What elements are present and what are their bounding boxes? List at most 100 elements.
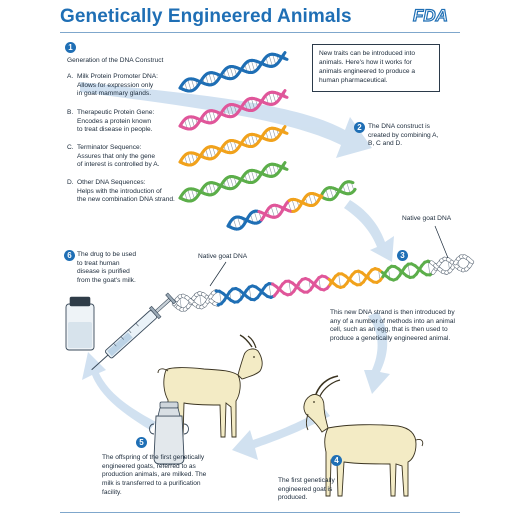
step-1-badge: 1: [65, 42, 76, 53]
component-a-desc-1: Allows for expression only: [77, 81, 154, 89]
step-2-text: The DNA construct is created by combinin…: [368, 123, 439, 148]
helix-strand: [466, 257, 474, 264]
component-c: C. Terminator Sequence: Assures that only…: [67, 144, 187, 170]
helix-rung: [272, 92, 277, 103]
step-3-badge: 3: [397, 250, 408, 261]
milk-can-icon: [149, 401, 189, 465]
flow-arrow-icon: [82, 352, 156, 430]
helix-rung: [208, 72, 213, 85]
pointer-line: [434, 225, 449, 259]
flow-arrow-icon: [232, 408, 330, 460]
helix-rung: [237, 216, 242, 228]
goat-icon: [157, 334, 263, 438]
vial-icon: [65, 296, 95, 351]
component-a-desc-2: in goat mammary glands.: [77, 90, 152, 98]
helix-rung: [205, 112, 209, 123]
helix-rung: [191, 188, 195, 200]
helix-rung: [229, 66, 234, 79]
helix-rung: [268, 92, 273, 105]
helix-rung: [270, 206, 275, 218]
helix-rung: [247, 171, 252, 183]
bottom-divider: [60, 512, 460, 513]
dna-helix-icon: [178, 89, 289, 131]
flow-arrow-icon: [80, 82, 372, 158]
helix-strand: [282, 125, 287, 130]
pointer-line: [209, 261, 227, 287]
helix-rung: [233, 218, 237, 230]
helix-rung: [268, 164, 273, 177]
component-b-name: Therapeutic Protein Gene:: [77, 109, 155, 116]
native-goat-dna-right-label: Native goat DNA: [402, 215, 452, 222]
component-d-desc-1: Helps with the introduction of: [77, 187, 162, 195]
component-a: A. Milk Protein Promoter DNA: Allows for …: [67, 73, 187, 99]
component-b-letter: B.: [67, 109, 74, 116]
helix-rung: [251, 134, 255, 146]
helix-rung: [248, 287, 252, 300]
helix-rung: [407, 264, 411, 278]
helix-strand: [282, 161, 287, 166]
helix-rung: [268, 128, 273, 141]
helix-rung: [288, 281, 292, 295]
helix-rung: [229, 104, 234, 117]
component-a-letter: A.: [67, 73, 74, 80]
helix-rung: [329, 187, 334, 199]
helix-rung: [272, 54, 277, 65]
helix-rung: [358, 271, 361, 285]
helix-rung: [212, 146, 216, 157]
helix-rung: [325, 189, 330, 200]
flow-arrow-icon: [364, 312, 390, 394]
helix-rung: [226, 68, 231, 79]
helix-strand: [352, 187, 357, 193]
helix-rung: [212, 72, 216, 83]
helix-strand: [349, 180, 355, 185]
component-c-desc-2: of interest is controlled by A.: [77, 161, 160, 169]
helix-rung: [208, 182, 213, 195]
component-c-name: Terminator Sequence:: [77, 144, 142, 151]
dna-helix-icon: [172, 254, 474, 312]
component-b-desc-1: Encodes a protein known: [77, 117, 152, 125]
helix-rung: [268, 283, 272, 298]
helix-rung: [187, 189, 192, 201]
component-d-letter: D.: [67, 179, 74, 186]
helix-rung: [275, 205, 279, 216]
helix-strand: [284, 57, 289, 61]
helix-rung: [226, 142, 231, 153]
component-c-letter: C.: [67, 144, 74, 151]
helix-rung: [247, 99, 252, 111]
helix-strand: [284, 167, 289, 171]
syringe-icon: [91, 292, 177, 371]
helix-rung: [251, 98, 255, 110]
helix-rung: [212, 110, 216, 121]
helix-rung: [272, 164, 277, 175]
helix-rung: [199, 293, 202, 308]
native-goat-dna-left-label: Native goat DNA: [198, 253, 248, 260]
component-a-name: Milk Protein Promoter DNA:: [77, 73, 158, 80]
helix-strand: [282, 89, 287, 94]
dna-helix-icon: [178, 51, 289, 93]
step-4-text: The first genetically engineered goat is…: [278, 477, 335, 502]
step-1-title: Generation of the DNA Construct: [67, 57, 164, 64]
helix-rung: [427, 261, 431, 275]
helix-rung: [268, 54, 273, 67]
dna-helix-icon: [178, 125, 289, 167]
component-d: D. Other DNA Sequences: Helps with the in…: [67, 179, 187, 205]
helix-rung: [308, 194, 313, 206]
helix-rung: [205, 184, 209, 195]
helix-rung: [247, 135, 252, 147]
helix-rung: [253, 211, 259, 223]
helix-rung: [229, 176, 234, 189]
step-4-badge: 4: [331, 455, 342, 466]
helix-rung: [251, 60, 255, 72]
step-6-badge: 6: [64, 250, 75, 261]
helix-rung: [226, 106, 231, 117]
title-divider: [60, 32, 460, 33]
component-d-desc-2: the new combination DNA strand.: [77, 196, 175, 204]
fda-logo-text: FDA: [413, 6, 448, 24]
dna-helix-icon: [178, 161, 289, 203]
helix-rung: [251, 170, 255, 182]
helix-rung: [247, 61, 252, 73]
helix-rung: [212, 182, 216, 193]
